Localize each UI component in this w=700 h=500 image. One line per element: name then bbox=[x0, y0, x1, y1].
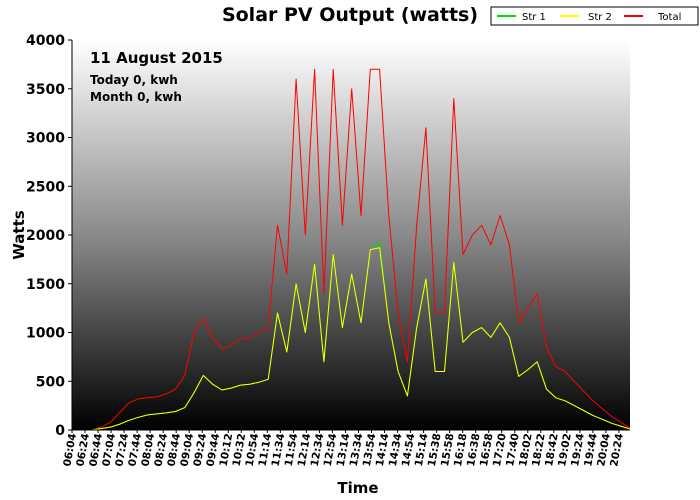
x-tick-label: 16:58 bbox=[478, 432, 496, 467]
x-tick-label: 06:44 bbox=[87, 432, 105, 467]
legend-label-total: Total bbox=[657, 12, 681, 23]
ticks-layer: 0500100015002000250030003500400006:0406:… bbox=[26, 33, 626, 467]
x-tick-label: 18:42 bbox=[543, 432, 561, 467]
x-tick-label: 07:04 bbox=[100, 432, 118, 467]
x-tick-label: 09:04 bbox=[179, 432, 197, 467]
y-tick-label: 1500 bbox=[26, 277, 65, 293]
x-tick-label: 18:22 bbox=[530, 432, 548, 467]
y-tick-label: 500 bbox=[36, 374, 65, 390]
x-tick-label: 16:18 bbox=[452, 432, 470, 467]
y-tick-label: 2000 bbox=[26, 228, 65, 244]
x-tick-label: 11:54 bbox=[283, 432, 301, 467]
x-axis-label: Time bbox=[337, 479, 378, 497]
x-tick-label: 15:38 bbox=[426, 432, 444, 467]
y-tick-label: 1000 bbox=[26, 326, 65, 342]
x-tick-label: 09:44 bbox=[205, 432, 223, 467]
legend: Str 1 Str 2 Total bbox=[490, 6, 699, 26]
x-tick-label: 12:14 bbox=[296, 432, 314, 467]
legend-box bbox=[490, 6, 699, 26]
x-tick-label: 08:44 bbox=[166, 432, 184, 467]
x-tick-label: 19:24 bbox=[569, 432, 587, 467]
series-layer bbox=[91, 68, 631, 431]
x-tick-label: 14:14 bbox=[374, 432, 392, 467]
x-tick-label: 15:58 bbox=[439, 432, 457, 467]
x-tick-label: 13:14 bbox=[335, 432, 353, 467]
x-tick-label: 18:02 bbox=[517, 432, 535, 467]
x-tick-label: 07:44 bbox=[126, 432, 144, 467]
x-tick-label: 19:02 bbox=[556, 432, 574, 467]
x-tick-label: 06:04 bbox=[61, 432, 79, 467]
x-tick-label: 20:24 bbox=[608, 432, 626, 467]
x-tick-label: 11:34 bbox=[270, 432, 288, 467]
y-tick-label: 0 bbox=[55, 423, 65, 439]
today-annotation: Today 0, kwh bbox=[90, 73, 178, 87]
x-tick-label: 14:34 bbox=[387, 432, 405, 467]
date-annotation: 11 August 2015 bbox=[90, 49, 223, 67]
x-tick-label: 07:24 bbox=[113, 432, 131, 467]
x-tick-label: 19:44 bbox=[582, 432, 600, 467]
x-tick-label: 10:32 bbox=[231, 432, 249, 467]
x-tick-label: 13:34 bbox=[348, 432, 366, 467]
legend-label-str2: Str 2 bbox=[588, 12, 612, 23]
x-tick-label: 10:54 bbox=[244, 432, 262, 467]
x-tick-label: 16:38 bbox=[465, 432, 483, 467]
y-tick-label: 2500 bbox=[26, 179, 65, 195]
month-annotation: Month 0, kwh bbox=[90, 90, 182, 104]
x-tick-label: 17:20 bbox=[491, 432, 509, 467]
x-tick-label: 12:34 bbox=[309, 432, 327, 467]
series-line-total bbox=[91, 68, 631, 431]
series-line-str-2 bbox=[91, 247, 631, 431]
x-tick-label: 13:54 bbox=[361, 432, 379, 467]
x-tick-label: 06:24 bbox=[74, 432, 92, 467]
chart-title: Solar PV Output (watts) bbox=[222, 4, 478, 26]
y-tick-label: 4000 bbox=[26, 33, 65, 49]
x-tick-label: 09:24 bbox=[192, 432, 210, 467]
y-axis-label: Watts bbox=[10, 210, 28, 259]
x-tick-label: 11:14 bbox=[257, 432, 275, 467]
y-tick-label: 3000 bbox=[26, 131, 65, 147]
x-tick-label: 08:04 bbox=[139, 432, 157, 467]
x-tick-label: 14:54 bbox=[400, 432, 418, 467]
x-tick-label: 17:40 bbox=[504, 432, 522, 467]
x-tick-label: 10:12 bbox=[218, 432, 236, 467]
x-tick-label: 08:24 bbox=[152, 432, 170, 467]
x-tick-label: 20:04 bbox=[595, 432, 613, 467]
x-tick-label: 12:54 bbox=[322, 432, 340, 467]
y-tick-label: 3500 bbox=[26, 82, 65, 98]
legend-label-str1: Str 1 bbox=[522, 12, 546, 23]
x-tick-label: 15:14 bbox=[413, 432, 431, 467]
